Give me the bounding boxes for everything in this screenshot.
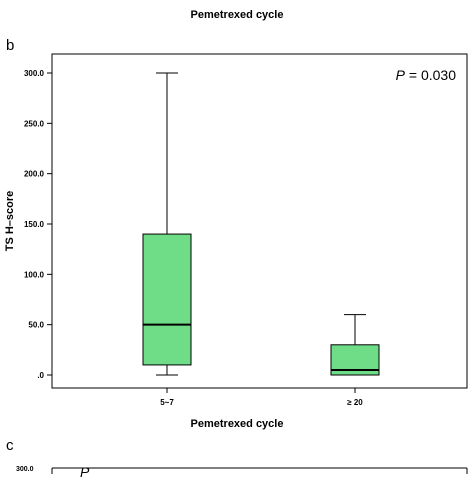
panel-c-p-annotation: P <box>80 464 90 480</box>
y-tick-label: 250.0 <box>24 119 45 128</box>
panel-c-letter: c <box>6 437 14 454</box>
y-tick-label: .0 <box>37 371 44 380</box>
x-tick-label: 5~7 <box>160 398 174 407</box>
y-axis-label: TS H–score <box>4 191 16 252</box>
top-panel-x-axis-label: Pemetrexed cycle <box>190 9 284 21</box>
x-tick-label: ≥ 20 <box>347 398 363 407</box>
plot-frame <box>51 53 468 389</box>
y-tick-label: 200.0 <box>24 170 45 179</box>
y-tick-label: 100.0 <box>24 270 45 279</box>
panel-c-y-tick-label: 300.0 <box>16 466 34 473</box>
y-tick-label: 300.0 <box>24 69 45 78</box>
y-tick-label: 50.0 <box>28 321 44 330</box>
box-1 <box>142 233 192 366</box>
y-tick-label: 150.0 <box>24 220 45 229</box>
x-axis-label: Pemetrexed cycle <box>190 418 284 430</box>
panel-b-letter: b <box>6 37 15 54</box>
p-value-annotation: P = 0.030 <box>396 67 457 83</box>
